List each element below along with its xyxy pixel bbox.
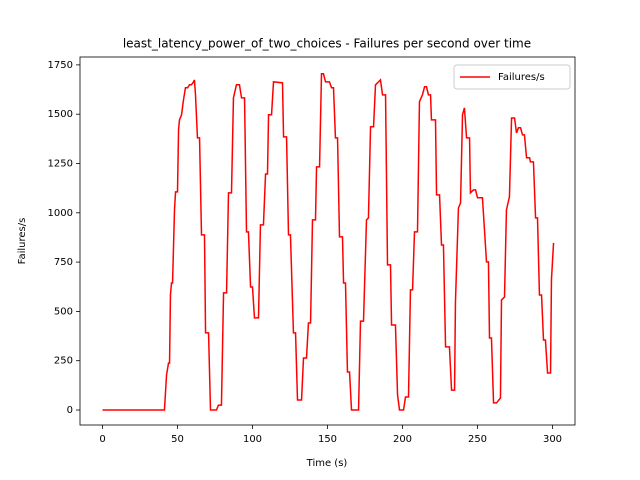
data-line bbox=[102, 73, 555, 411]
x-tick-label: 250 bbox=[468, 434, 487, 445]
y-tick-label: 250 bbox=[54, 356, 73, 367]
y-tick-label: 500 bbox=[54, 306, 73, 317]
y-tick-label: 750 bbox=[54, 257, 73, 268]
legend-box bbox=[453, 64, 571, 90]
y-tick-label: 1000 bbox=[48, 208, 73, 219]
y-tick-label: 1500 bbox=[48, 109, 73, 120]
legend-label: Failures/s bbox=[498, 72, 545, 83]
y-axis-label: Failures/s bbox=[17, 218, 28, 265]
chart-title: least_latency_power_of_two_choices - Fai… bbox=[123, 37, 531, 51]
y-tick-label: 1750 bbox=[48, 60, 73, 71]
x-tick-label: 200 bbox=[393, 434, 412, 445]
x-tick-label: 300 bbox=[543, 434, 562, 445]
y-tick-label: 0 bbox=[67, 405, 73, 416]
y-tick-label: 1250 bbox=[48, 158, 73, 169]
x-axis-label: Time (s) bbox=[306, 458, 348, 469]
x-tick-label: 0 bbox=[99, 434, 105, 445]
x-tick-label: 150 bbox=[318, 434, 337, 445]
x-tick-label: 50 bbox=[171, 434, 184, 445]
axes-frame bbox=[79, 56, 576, 426]
x-tick-label: 100 bbox=[243, 434, 262, 445]
